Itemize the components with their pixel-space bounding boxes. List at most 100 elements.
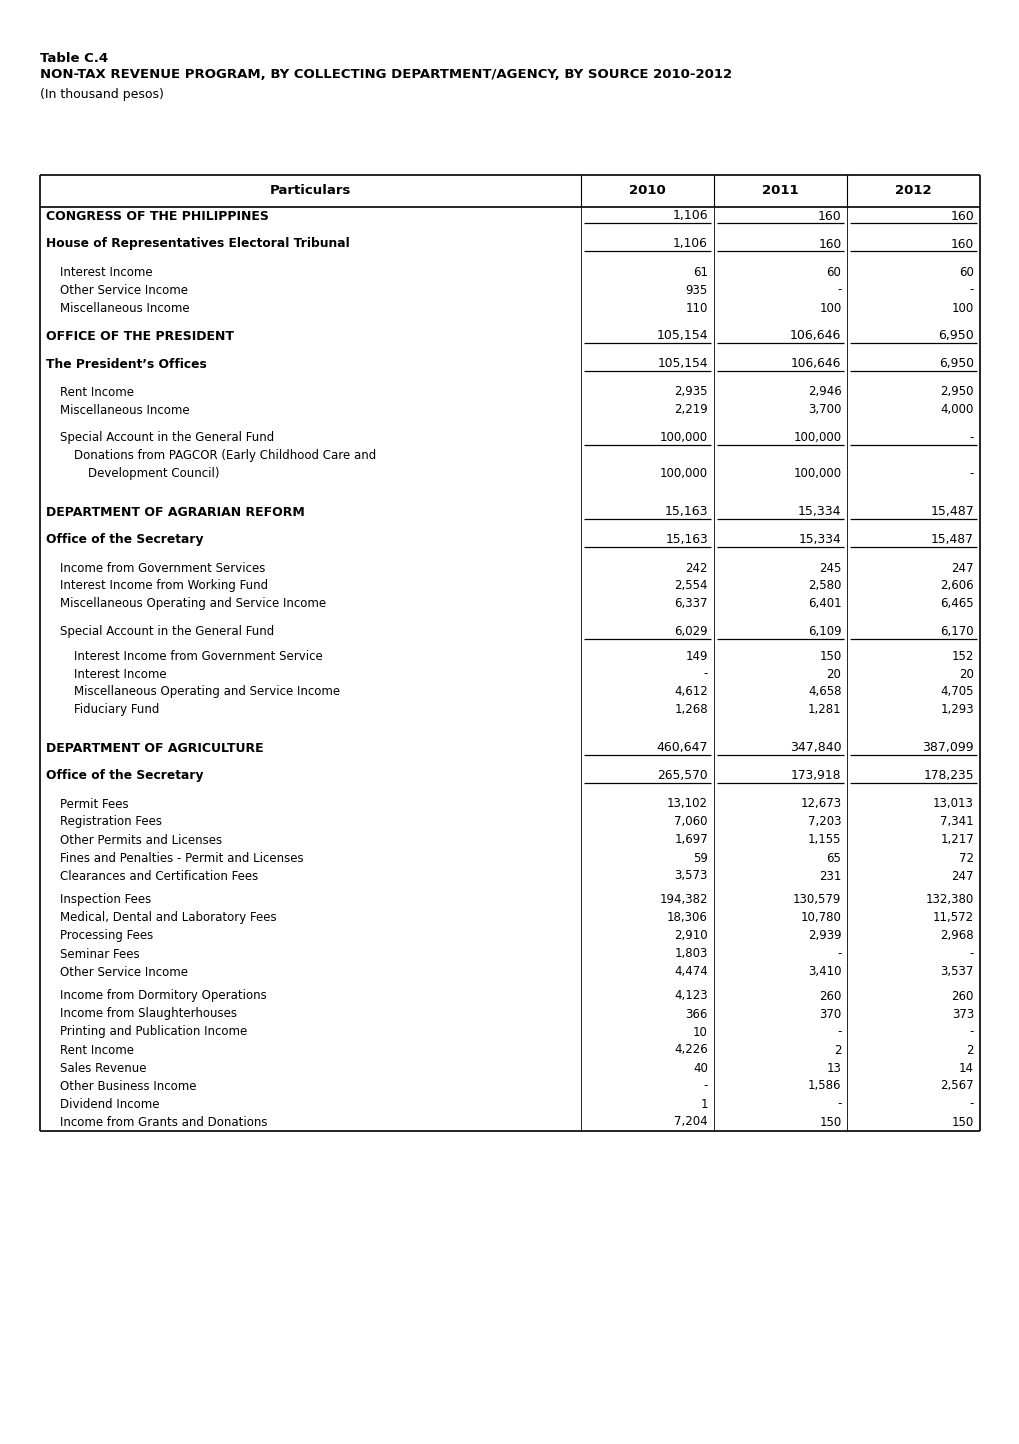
Text: Fiduciary Fund: Fiduciary Fund — [74, 703, 159, 716]
Text: 460,647: 460,647 — [656, 742, 707, 755]
Text: 2: 2 — [834, 1044, 841, 1057]
Text: Income from Slaughterhouses: Income from Slaughterhouses — [60, 1008, 236, 1021]
Text: 2,935: 2,935 — [674, 386, 707, 399]
Text: 242: 242 — [685, 562, 707, 575]
Text: -: - — [703, 1080, 707, 1093]
Text: 2012: 2012 — [895, 185, 931, 198]
Text: 160: 160 — [817, 209, 841, 222]
Text: 260: 260 — [951, 989, 973, 1002]
Text: Miscellaneous Operating and Service Income: Miscellaneous Operating and Service Inco… — [60, 598, 326, 611]
Text: Special Account in the General Fund: Special Account in the General Fund — [60, 432, 274, 445]
Text: Other Business Income: Other Business Income — [60, 1080, 197, 1093]
Text: NON-TAX REVENUE PROGRAM, BY COLLECTING DEPARTMENT/AGENCY, BY SOURCE 2010-2012: NON-TAX REVENUE PROGRAM, BY COLLECTING D… — [40, 68, 732, 81]
Text: 3,700: 3,700 — [807, 403, 841, 416]
Text: 260: 260 — [818, 989, 841, 1002]
Text: -: - — [837, 283, 841, 296]
Text: 2,554: 2,554 — [674, 579, 707, 592]
Text: 7,060: 7,060 — [674, 816, 707, 829]
Text: -: - — [837, 1025, 841, 1038]
Text: 7,203: 7,203 — [807, 816, 841, 829]
Text: 18,306: 18,306 — [666, 911, 707, 924]
Text: Sales Revenue: Sales Revenue — [60, 1061, 147, 1074]
Text: 2,606: 2,606 — [940, 579, 973, 592]
Text: 13,102: 13,102 — [666, 797, 707, 810]
Text: 373: 373 — [951, 1008, 973, 1021]
Text: 245: 245 — [818, 562, 841, 575]
Text: 1,803: 1,803 — [674, 947, 707, 960]
Text: -: - — [969, 1097, 973, 1110]
Text: 6,401: 6,401 — [807, 598, 841, 611]
Text: 247: 247 — [951, 562, 973, 575]
Text: Medical, Dental and Laboratory Fees: Medical, Dental and Laboratory Fees — [60, 911, 276, 924]
Text: 132,380: 132,380 — [925, 894, 973, 907]
Text: 13,013: 13,013 — [932, 797, 973, 810]
Text: Interest Income from Working Fund: Interest Income from Working Fund — [60, 579, 268, 592]
Text: Interest Income: Interest Income — [74, 667, 166, 680]
Text: 3,410: 3,410 — [807, 966, 841, 979]
Text: The President’s Offices: The President’s Offices — [46, 358, 207, 371]
Text: 100,000: 100,000 — [793, 468, 841, 481]
Text: Office of the Secretary: Office of the Secretary — [46, 770, 204, 783]
Text: Inspection Fees: Inspection Fees — [60, 894, 151, 907]
Text: 15,487: 15,487 — [930, 533, 973, 546]
Text: 265,570: 265,570 — [656, 770, 707, 783]
Text: Particulars: Particulars — [269, 185, 351, 198]
Text: Miscellaneous Income: Miscellaneous Income — [60, 302, 190, 315]
Text: 7,341: 7,341 — [940, 816, 973, 829]
Text: Other Permits and Licenses: Other Permits and Licenses — [60, 833, 222, 846]
Text: -: - — [703, 667, 707, 680]
Text: 3,573: 3,573 — [674, 869, 707, 882]
Text: Interest Income from Government Service: Interest Income from Government Service — [74, 650, 322, 663]
Text: 61: 61 — [692, 266, 707, 279]
Text: Permit Fees: Permit Fees — [60, 797, 128, 810]
Text: Dividend Income: Dividend Income — [60, 1097, 159, 1110]
Text: 150: 150 — [951, 1116, 973, 1129]
Text: Other Service Income: Other Service Income — [60, 966, 187, 979]
Text: CONGRESS OF THE PHILIPPINES: CONGRESS OF THE PHILIPPINES — [46, 209, 269, 222]
Text: House of Representatives Electoral Tribunal: House of Representatives Electoral Tribu… — [46, 237, 350, 250]
Text: 15,334: 15,334 — [798, 533, 841, 546]
Text: 370: 370 — [818, 1008, 841, 1021]
Text: 152: 152 — [951, 650, 973, 663]
Text: Office of the Secretary: Office of the Secretary — [46, 533, 204, 546]
Text: 2,946: 2,946 — [807, 386, 841, 399]
Text: 130,579: 130,579 — [793, 894, 841, 907]
Text: 4,226: 4,226 — [674, 1044, 707, 1057]
Text: Development Council): Development Council) — [88, 468, 219, 481]
Text: 100: 100 — [818, 302, 841, 315]
Text: 100: 100 — [951, 302, 973, 315]
Text: 6,109: 6,109 — [807, 625, 841, 638]
Text: 178,235: 178,235 — [922, 770, 973, 783]
Text: 105,154: 105,154 — [655, 329, 707, 342]
Text: 2,968: 2,968 — [940, 930, 973, 943]
Text: 100,000: 100,000 — [659, 432, 707, 445]
Text: -: - — [837, 1097, 841, 1110]
Text: Seminar Fees: Seminar Fees — [60, 947, 140, 960]
Text: 366: 366 — [685, 1008, 707, 1021]
Text: 1,106: 1,106 — [672, 209, 707, 222]
Text: (In thousand pesos): (In thousand pesos) — [40, 88, 164, 101]
Text: 6,950: 6,950 — [937, 329, 973, 342]
Text: Interest Income: Interest Income — [60, 266, 153, 279]
Text: 4,123: 4,123 — [674, 989, 707, 1002]
Text: Special Account in the General Fund: Special Account in the General Fund — [60, 625, 274, 638]
Text: 149: 149 — [685, 650, 707, 663]
Text: 2010: 2010 — [629, 185, 665, 198]
Text: Table C.4: Table C.4 — [40, 52, 108, 65]
Text: -: - — [837, 947, 841, 960]
Text: 194,382: 194,382 — [659, 894, 707, 907]
Text: 3,537: 3,537 — [940, 966, 973, 979]
Text: 11,572: 11,572 — [932, 911, 973, 924]
Text: 59: 59 — [693, 852, 707, 865]
Text: 6,337: 6,337 — [674, 598, 707, 611]
Text: 160: 160 — [817, 237, 841, 250]
Text: 231: 231 — [818, 869, 841, 882]
Text: 2,950: 2,950 — [940, 386, 973, 399]
Text: -: - — [969, 947, 973, 960]
Text: DEPARTMENT OF AGRARIAN REFORM: DEPARTMENT OF AGRARIAN REFORM — [46, 505, 305, 518]
Text: 15,163: 15,163 — [664, 533, 707, 546]
Text: Printing and Publication Income: Printing and Publication Income — [60, 1025, 247, 1038]
Text: 100,000: 100,000 — [659, 468, 707, 481]
Text: 12,673: 12,673 — [800, 797, 841, 810]
Text: Processing Fees: Processing Fees — [60, 930, 153, 943]
